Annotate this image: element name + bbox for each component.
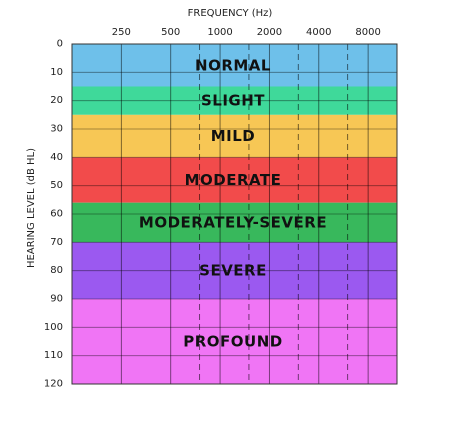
band-label-normal: NORMAL [195, 56, 271, 74]
x-tick-8000: 8000 [355, 27, 380, 38]
y-tick-80: 80 [50, 265, 63, 276]
x-tick-1000: 1000 [207, 27, 232, 38]
y-tick-100: 100 [44, 322, 63, 333]
y-tick-50: 50 [50, 180, 63, 191]
band-label-moderately-severe: MODERATELY-SEVERE [139, 214, 327, 232]
y-tick-0: 0 [57, 39, 63, 50]
y-tick-10: 10 [50, 67, 63, 78]
y-tick-30: 30 [50, 124, 63, 135]
x-tick-4000: 4000 [306, 27, 331, 38]
y-tick-20: 20 [50, 95, 63, 106]
y-tick-90: 90 [50, 294, 63, 305]
band-normal [72, 44, 397, 87]
band-label-moderate: MODERATE [185, 171, 282, 189]
y-axis-title: HEARING LEVEL (dB HL) [26, 148, 37, 268]
band-mild [72, 114, 397, 158]
x-tick-500: 500 [161, 27, 180, 38]
x-tick-250: 250 [112, 27, 131, 38]
x-tick-2000: 2000 [257, 27, 282, 38]
band-severe [72, 242, 397, 299]
y-tick-60: 60 [50, 209, 63, 220]
y-tick-40: 40 [50, 152, 63, 163]
band-label-slight: SLIGHT [201, 92, 265, 110]
y-tick-70: 70 [50, 237, 63, 248]
band-slight [72, 86, 397, 115]
band-label-profound: PROFOUND [183, 333, 282, 351]
band-label-mild: MILD [211, 127, 256, 145]
band-moderately-severe [72, 202, 397, 243]
y-tick-110: 110 [44, 350, 63, 361]
band-label-severe: SEVERE [199, 262, 267, 280]
x-axis-title: FREQUENCY (Hz) [188, 8, 273, 19]
band-moderate [72, 157, 397, 203]
plot-frame [71, 43, 398, 385]
y-tick-120: 120 [44, 379, 63, 390]
band-profound [72, 299, 397, 384]
